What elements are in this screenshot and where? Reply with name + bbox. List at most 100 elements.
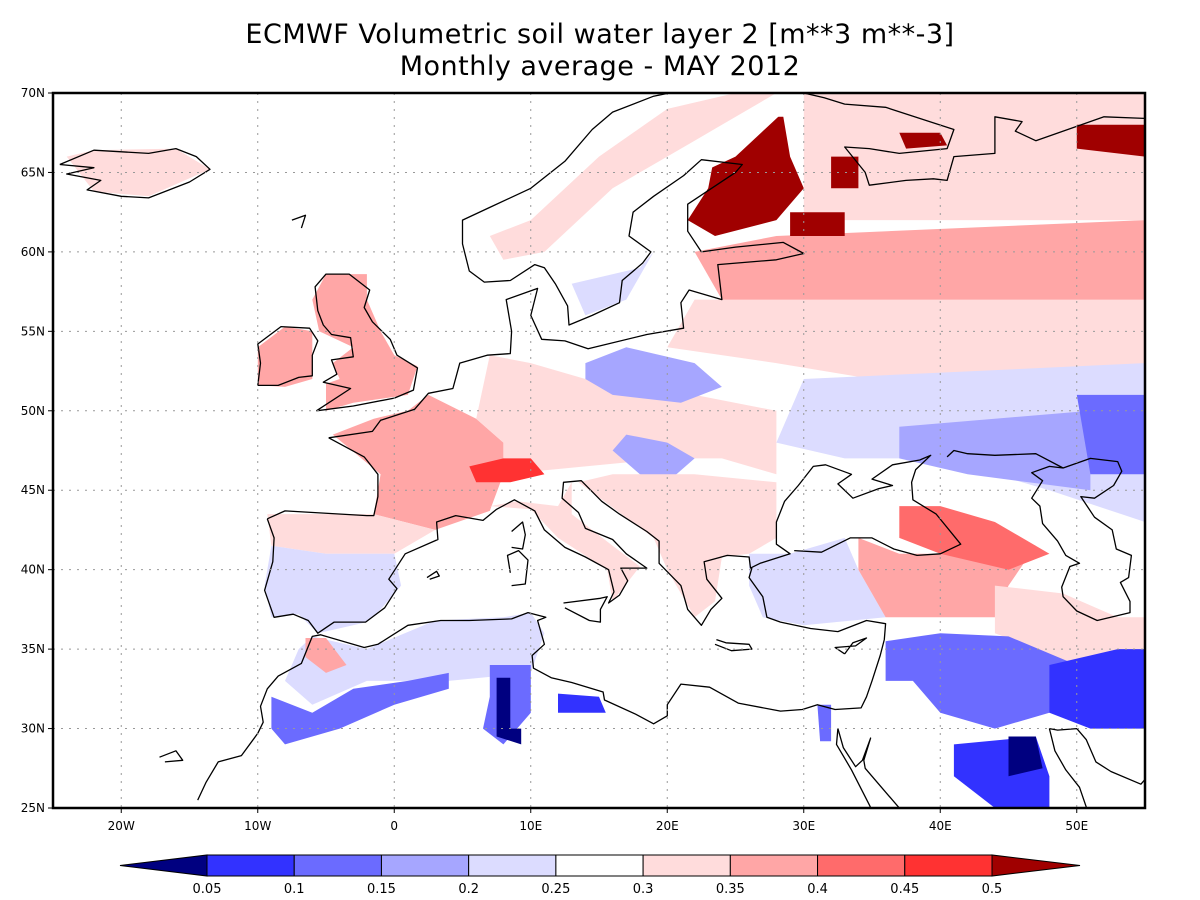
colorbar-label: 0.35 [716,882,745,897]
x-tick-label: 40E [929,819,952,833]
colorbar-label: 0.25 [541,882,570,897]
field-region [489,93,777,260]
x-tick-label: 10W [244,819,271,833]
field-region [267,514,436,554]
y-tick-label: 25N [21,801,45,815]
field-region [803,93,1145,221]
field-region [899,506,1050,570]
colorbar-label: 0.5 [982,882,1003,897]
chart-title: ECMWF Volumetric soil water layer 2 [m**… [245,19,955,50]
field-region [749,537,886,626]
colorbar-swatch [380,854,470,877]
coastline [426,570,440,580]
colorbar: 0.05 0.1 0.15 0.2 0.25 0.3 0.35 0.4 0.45 0.5 [119,854,1081,897]
y-tick-label: 65N [21,165,45,179]
colorbar-swatch [555,854,644,877]
x-tick-label: 0 [390,819,398,833]
colorbar-label: 0.4 [807,882,828,897]
x-tick-label: 10E [519,819,542,833]
y-tick-label: 40N [21,563,45,577]
field-region [469,458,545,483]
chart-subtitle: Monthly average - MAY 2012 [399,51,801,82]
coastline [506,549,529,587]
y-tick-label: 50N [21,404,45,418]
y-axis: 70N 65N 60N 55N 50N 45N 40N 35N 30N 25N [21,86,53,815]
coastlines [59,93,1145,808]
field-region [285,612,545,705]
field-region [899,410,1091,491]
field-region [558,693,606,713]
coastline [714,638,753,652]
colorbar-swatch [642,854,731,877]
field-region [271,672,449,745]
colorbar-label: 0.15 [367,882,396,897]
y-tick-label: 45N [21,483,45,497]
colorbar-extend-low [119,854,208,877]
coastline [159,750,184,763]
x-axis: 20W 10W 0 10E 20E 30E 40E 50E [108,808,1088,833]
field-region [585,347,722,403]
colorbar-label: 0.1 [284,882,305,897]
graticule [53,93,1145,808]
field-region [257,326,313,387]
y-tick-label: 30N [21,722,45,736]
y-tick-label: 70N [21,86,45,100]
field-region [1008,736,1043,777]
coastline [1049,727,1145,785]
field-region [899,132,948,149]
y-tick-label: 60N [21,245,45,259]
field-region [1076,394,1145,475]
map-frame [51,91,1147,810]
coastline [197,567,887,801]
coastline [59,147,211,199]
field-region [1076,124,1145,157]
field-region [571,251,654,316]
field-region [885,633,1077,729]
colorbar-swatch [817,854,906,877]
y-tick-label: 55N [21,324,45,338]
field-region [1049,649,1145,729]
x-tick-label: 50E [1065,819,1088,833]
field-region [264,545,402,634]
y-tick-label: 35N [21,642,45,656]
x-tick-label: 20E [656,819,679,833]
field-region [612,434,695,483]
field-region [489,482,640,602]
coastline [837,728,901,808]
coastline [267,437,379,520]
coastline [563,596,608,623]
coastline [1048,728,1088,808]
colorbar-swatch [293,854,382,877]
x-tick-label: 30E [792,819,815,833]
field-region [790,212,845,236]
field-region [312,274,418,411]
colorbar-swatch [206,854,295,877]
field-region [578,474,777,618]
coastline [834,637,868,655]
coastline [511,521,526,550]
coastline [314,273,419,412]
coastline [946,449,1133,622]
colorbar-swatch [468,854,557,877]
colorbar-swatch [729,854,819,877]
coastline [835,728,872,808]
coastline [263,454,962,634]
colorbar-extend-high [991,854,1081,877]
field-region [496,677,522,745]
field-region [817,704,832,742]
field-region [305,638,347,673]
coastline [291,214,307,229]
coastline [328,93,1145,439]
field-region [332,394,504,530]
colorbar-label: 0.45 [890,882,919,897]
colorbar-label: 0.05 [193,882,222,897]
field-region [476,355,777,475]
coastline [257,325,319,387]
soil-water-field [66,93,1145,808]
x-tick-label: 20W [108,819,135,833]
field-region [831,156,859,189]
colorbar-label: 0.3 [633,882,654,897]
field-region [66,148,210,197]
field-region [462,93,804,316]
